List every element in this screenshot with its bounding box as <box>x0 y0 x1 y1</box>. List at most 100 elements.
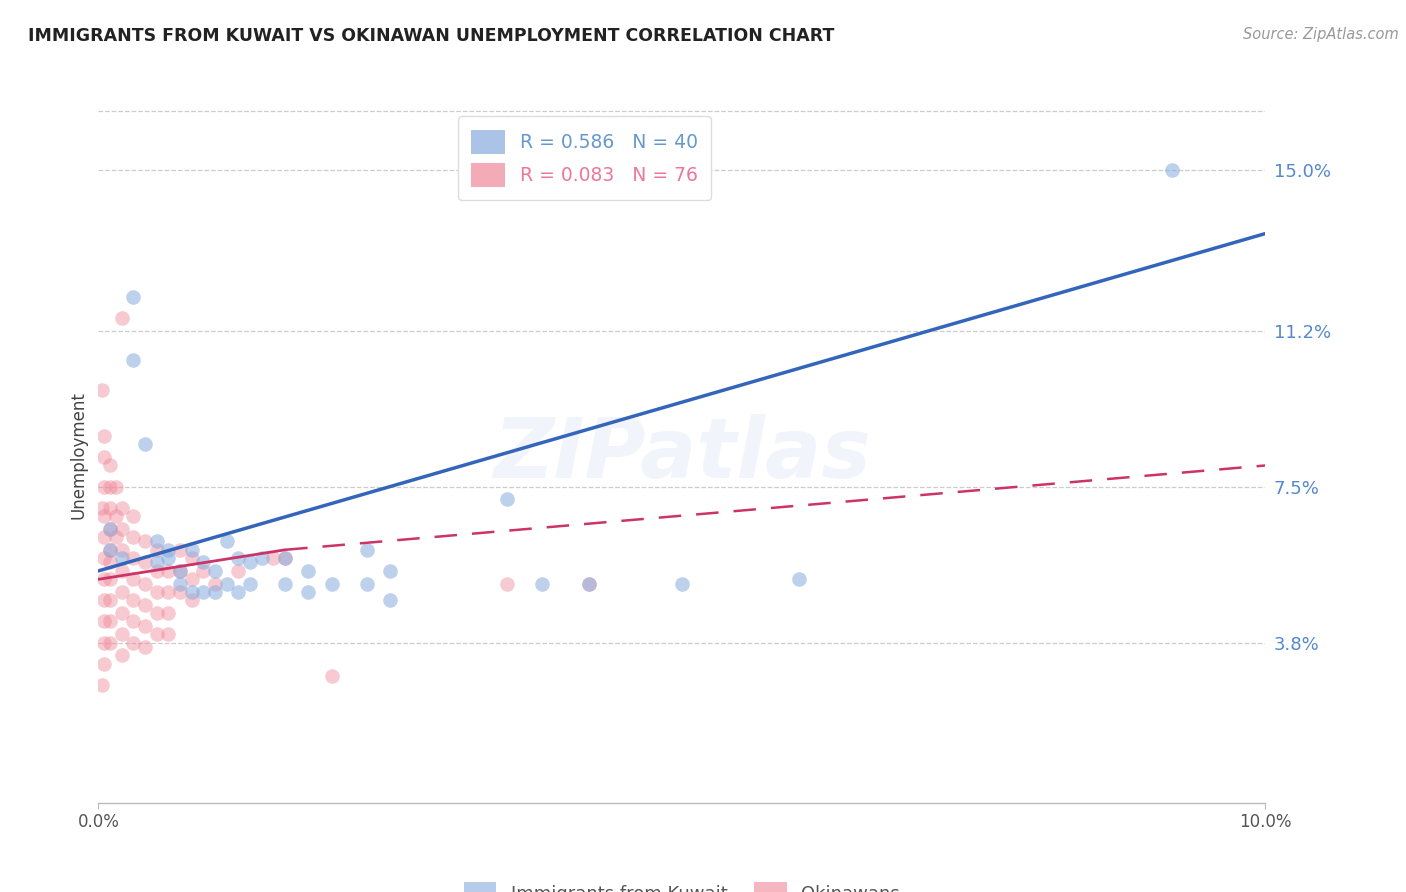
Point <box>157 585 180 599</box>
Point <box>578 576 600 591</box>
Point <box>98 522 121 536</box>
Text: ZIPatlas: ZIPatlas <box>494 415 870 495</box>
Point <box>134 640 156 654</box>
Point <box>93 429 115 443</box>
Point <box>93 530 115 544</box>
Point <box>134 534 156 549</box>
Point <box>111 310 134 325</box>
Point <box>146 585 169 599</box>
Point <box>157 627 180 641</box>
Point <box>297 564 319 578</box>
Point <box>134 598 156 612</box>
Point <box>157 542 180 557</box>
Point <box>180 593 202 607</box>
Point <box>671 576 693 591</box>
Point <box>93 615 115 629</box>
Point <box>111 500 134 515</box>
Point <box>228 564 250 578</box>
Point <box>90 500 112 515</box>
Point <box>134 556 156 570</box>
Point <box>787 572 810 586</box>
Point <box>122 530 145 544</box>
Point <box>93 551 115 566</box>
Point <box>104 479 127 493</box>
Point <box>356 542 378 557</box>
Point <box>180 551 202 566</box>
Point <box>204 585 226 599</box>
Point <box>111 522 134 536</box>
Y-axis label: Unemployment: Unemployment <box>69 391 87 519</box>
Point <box>122 509 145 524</box>
Point <box>239 576 262 591</box>
Point <box>250 551 273 566</box>
Point <box>111 551 134 566</box>
Point <box>146 542 169 557</box>
Point <box>215 534 238 549</box>
Point <box>146 627 169 641</box>
Point <box>321 669 343 683</box>
Point <box>146 564 169 578</box>
Point <box>111 648 134 663</box>
Point <box>239 556 262 570</box>
Point <box>104 530 127 544</box>
Point <box>134 618 156 632</box>
Point <box>193 585 215 599</box>
Point <box>157 551 180 566</box>
Point <box>193 556 215 570</box>
Point <box>274 576 297 591</box>
Point <box>98 593 121 607</box>
Point <box>98 479 121 493</box>
Point <box>321 576 343 591</box>
Legend: Immigrants from Kuwait, Okinawans: Immigrants from Kuwait, Okinawans <box>457 874 907 892</box>
Point <box>93 635 115 649</box>
Point <box>204 576 226 591</box>
Point <box>157 606 180 620</box>
Point <box>93 572 115 586</box>
Point <box>98 522 121 536</box>
Point <box>378 564 402 578</box>
Point <box>111 564 134 578</box>
Point <box>98 500 121 515</box>
Point <box>180 585 202 599</box>
Point <box>146 556 169 570</box>
Point <box>169 564 191 578</box>
Point <box>111 542 134 557</box>
Point <box>93 450 115 464</box>
Point <box>93 509 115 524</box>
Point <box>530 576 553 591</box>
Text: Source: ZipAtlas.com: Source: ZipAtlas.com <box>1243 27 1399 42</box>
Point <box>122 290 145 304</box>
Point <box>111 627 134 641</box>
Point <box>262 551 284 566</box>
Point <box>180 542 202 557</box>
Point <box>98 542 121 557</box>
Point <box>169 542 191 557</box>
Point <box>93 479 115 493</box>
Point <box>98 458 121 473</box>
Point <box>93 657 115 671</box>
Point <box>146 606 169 620</box>
Point <box>495 576 517 591</box>
Point <box>274 551 297 566</box>
Point <box>111 606 134 620</box>
Point <box>98 542 121 557</box>
Point <box>169 585 191 599</box>
Point <box>93 593 115 607</box>
Point <box>378 593 402 607</box>
Point <box>90 678 112 692</box>
Point <box>1161 163 1184 178</box>
Point <box>98 556 121 570</box>
Point <box>90 383 112 397</box>
Point <box>228 551 250 566</box>
Point <box>111 585 134 599</box>
Point <box>134 437 156 451</box>
Point <box>98 572 121 586</box>
Point <box>122 635 145 649</box>
Point <box>122 593 145 607</box>
Point <box>104 509 127 524</box>
Text: IMMIGRANTS FROM KUWAIT VS OKINAWAN UNEMPLOYMENT CORRELATION CHART: IMMIGRANTS FROM KUWAIT VS OKINAWAN UNEMP… <box>28 27 835 45</box>
Point <box>157 564 180 578</box>
Point <box>122 353 145 368</box>
Point <box>204 564 226 578</box>
Point <box>122 551 145 566</box>
